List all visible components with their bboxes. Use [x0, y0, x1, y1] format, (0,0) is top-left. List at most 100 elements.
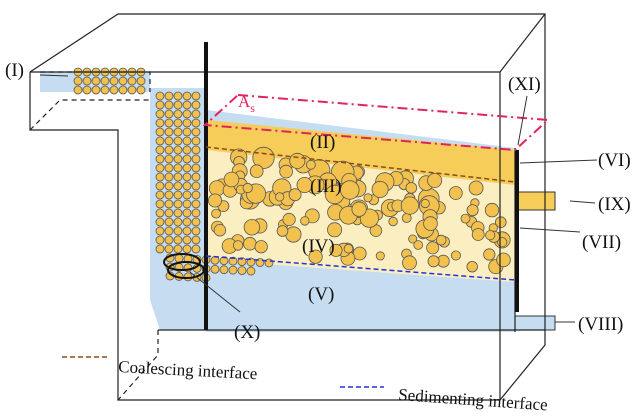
- droplet: [165, 101, 173, 109]
- droplet: [283, 213, 295, 225]
- droplet: [174, 236, 182, 244]
- pointer: [520, 228, 580, 232]
- droplet: [183, 110, 191, 118]
- droplet: [244, 237, 257, 250]
- hidden-edge: [30, 100, 150, 130]
- droplet: [192, 173, 200, 181]
- droplet: [156, 191, 164, 199]
- droplet: [244, 220, 260, 236]
- droplet: [255, 241, 267, 253]
- droplet: [209, 181, 224, 196]
- droplet: [156, 101, 164, 109]
- pointer: [570, 201, 595, 203]
- droplet: [214, 224, 226, 236]
- droplet: [280, 165, 293, 178]
- droplet: [290, 153, 305, 168]
- label-zone: (V): [308, 284, 334, 305]
- droplet: [352, 202, 366, 216]
- droplet: [165, 173, 173, 181]
- droplet: [174, 191, 182, 199]
- droplet: [436, 235, 446, 245]
- droplet: [165, 92, 173, 100]
- droplet: [192, 164, 200, 172]
- droplet: [427, 242, 439, 254]
- droplet: [220, 266, 228, 274]
- droplet: [74, 77, 82, 85]
- droplet: [192, 227, 200, 235]
- droplet: [165, 200, 173, 208]
- droplet: [165, 119, 173, 127]
- droplet: [165, 137, 173, 145]
- droplet: [328, 223, 342, 237]
- droplet: [165, 182, 173, 190]
- droplet: [376, 252, 384, 260]
- droplet: [156, 245, 164, 253]
- droplet: [174, 227, 182, 235]
- droplet: [183, 164, 191, 172]
- droplet: [174, 101, 182, 109]
- diagram: (I) As (II) (III) (IV) (V) (VI) (VII) (V…: [0, 0, 644, 419]
- droplet: [286, 227, 301, 242]
- droplet: [183, 182, 191, 190]
- droplet: [192, 137, 200, 145]
- droplet: [192, 110, 200, 118]
- droplet: [192, 191, 200, 199]
- droplet: [137, 77, 145, 85]
- label-zone: (IV): [302, 236, 335, 257]
- outlet-oil: [515, 192, 555, 210]
- droplet: [449, 187, 462, 200]
- droplet: [467, 261, 478, 272]
- outlet-water: [515, 316, 555, 330]
- droplet: [174, 137, 182, 145]
- droplet: [165, 164, 173, 172]
- droplet: [389, 217, 398, 226]
- pointer: [518, 96, 527, 145]
- droplet: [192, 119, 200, 127]
- droplet: [183, 245, 191, 253]
- droplet: [156, 146, 164, 154]
- label-zone: (VII): [582, 232, 621, 253]
- droplet: [306, 160, 315, 169]
- droplet: [183, 101, 191, 109]
- droplet: [238, 267, 246, 275]
- droplet: [484, 249, 495, 260]
- droplet: [156, 155, 164, 163]
- droplet: [467, 205, 478, 216]
- droplet: [156, 236, 164, 244]
- droplet: [101, 86, 109, 94]
- droplet: [174, 200, 182, 208]
- droplet: [183, 173, 191, 181]
- box-edge: [500, 14, 545, 72]
- droplet: [165, 209, 173, 217]
- droplet: [406, 183, 417, 194]
- droplet: [372, 181, 388, 197]
- droplet: [128, 77, 136, 85]
- droplet: [165, 245, 173, 253]
- droplet: [156, 227, 164, 235]
- droplet: [192, 155, 200, 163]
- droplet: [192, 236, 200, 244]
- droplet: [192, 128, 200, 136]
- droplet: [250, 165, 263, 178]
- droplet: [192, 218, 200, 226]
- droplet: [212, 209, 221, 218]
- droplet: [192, 209, 200, 217]
- droplet: [192, 92, 200, 100]
- droplet: [165, 227, 173, 235]
- droplet: [110, 86, 118, 94]
- droplet: [183, 137, 191, 145]
- droplet: [174, 155, 182, 163]
- droplet: [243, 183, 252, 192]
- droplet: [165, 155, 173, 163]
- droplet: [156, 173, 164, 181]
- droplet: [211, 265, 219, 273]
- label-zone: (XI): [508, 74, 541, 95]
- droplet: [233, 241, 243, 251]
- droplet: [92, 86, 100, 94]
- droplet: [183, 209, 191, 217]
- droplet: [74, 86, 82, 94]
- droplet: [364, 194, 372, 202]
- droplet: [156, 200, 164, 208]
- droplet: [428, 173, 442, 187]
- droplet: [165, 236, 173, 244]
